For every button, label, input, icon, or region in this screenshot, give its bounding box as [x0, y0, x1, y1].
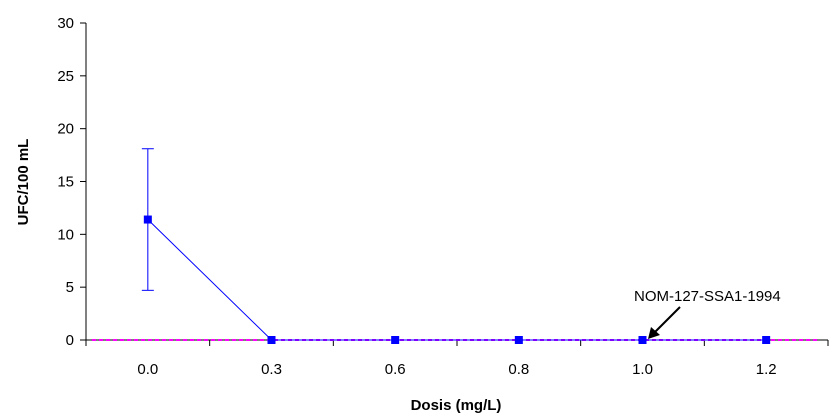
- annotation-arrowhead: [648, 327, 660, 339]
- x-tick-label: 1.2: [756, 361, 777, 378]
- x-tick-label: 0.3: [261, 361, 282, 378]
- y-tick-label: 15: [57, 174, 74, 191]
- series-group: [141, 148, 771, 344]
- x-tick-label: 0.0: [137, 361, 158, 378]
- y-tick-label: 10: [57, 226, 74, 243]
- x-axis-title: Dosis (mg/L): [411, 397, 502, 414]
- y-axis-title: UFC/100 mL: [15, 139, 32, 226]
- x-ticks: 0.0 0.3 0.6 0.8 1.0 1.2: [85, 340, 829, 378]
- data-point: [762, 336, 771, 344]
- x-tick-label: 0.6: [385, 361, 406, 378]
- data-point: [267, 336, 276, 344]
- reference-label: NOM-127-SSA1-1994: [634, 288, 781, 305]
- x-tick-label: 0.8: [508, 361, 529, 378]
- y-tick-label: 5: [66, 279, 74, 296]
- y-tick-label: 25: [57, 68, 74, 85]
- series-line: [147, 219, 767, 341]
- data-point: [638, 336, 647, 344]
- data-point: [143, 215, 152, 224]
- annotation: NOM-127-SSA1-1994: [634, 288, 781, 339]
- y-tick-label: 0: [66, 332, 74, 349]
- x-tick-label: 1.0: [632, 361, 653, 378]
- y-ticks: 0 5 10 15 20 25 30: [57, 15, 86, 349]
- annotation-arrow-line: [652, 306, 681, 335]
- data-point: [391, 336, 400, 344]
- y-tick-label: 20: [57, 121, 74, 138]
- y-tick-label: 30: [57, 15, 74, 32]
- data-point: [514, 336, 523, 344]
